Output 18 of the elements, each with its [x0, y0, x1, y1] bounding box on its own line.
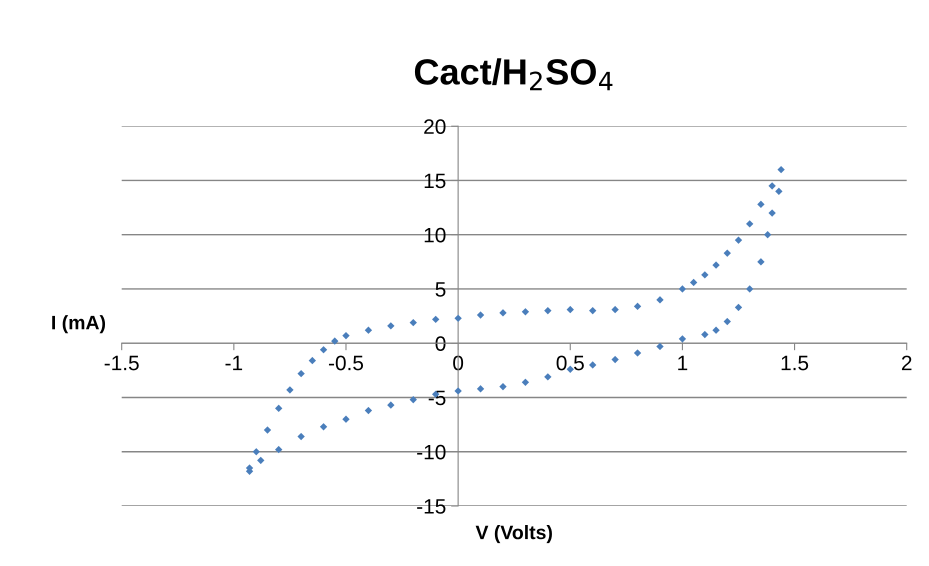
y-tick-label: 20 [424, 119, 446, 134]
x-tick-label: 0.5 [556, 356, 584, 370]
y-tick-label: 0 [436, 336, 446, 351]
x-tick-label: -1.5 [104, 356, 139, 370]
x-axis-title: V (Volts) [476, 524, 552, 544]
x-tick-label: -1 [226, 356, 242, 370]
x-tick-label: 2 [902, 356, 912, 370]
x-tick-label: -0.5 [328, 356, 364, 370]
y-tick-label: 15 [424, 174, 446, 188]
y-tick-label: -10 [417, 444, 446, 460]
y-tick-label: 10 [424, 228, 446, 242]
x-tick-label: 1 [678, 356, 688, 370]
chart-title: Cact/H$_{2}$SO$_{4}$ [414, 58, 612, 90]
x-tick-label: 0 [453, 356, 464, 370]
x-tick-label: 1.5 [782, 356, 808, 370]
y-tick-label: 5 [436, 282, 446, 297]
y-tick-label: -15 [417, 499, 446, 514]
y-axis-title: I (mA) [52, 315, 106, 334]
